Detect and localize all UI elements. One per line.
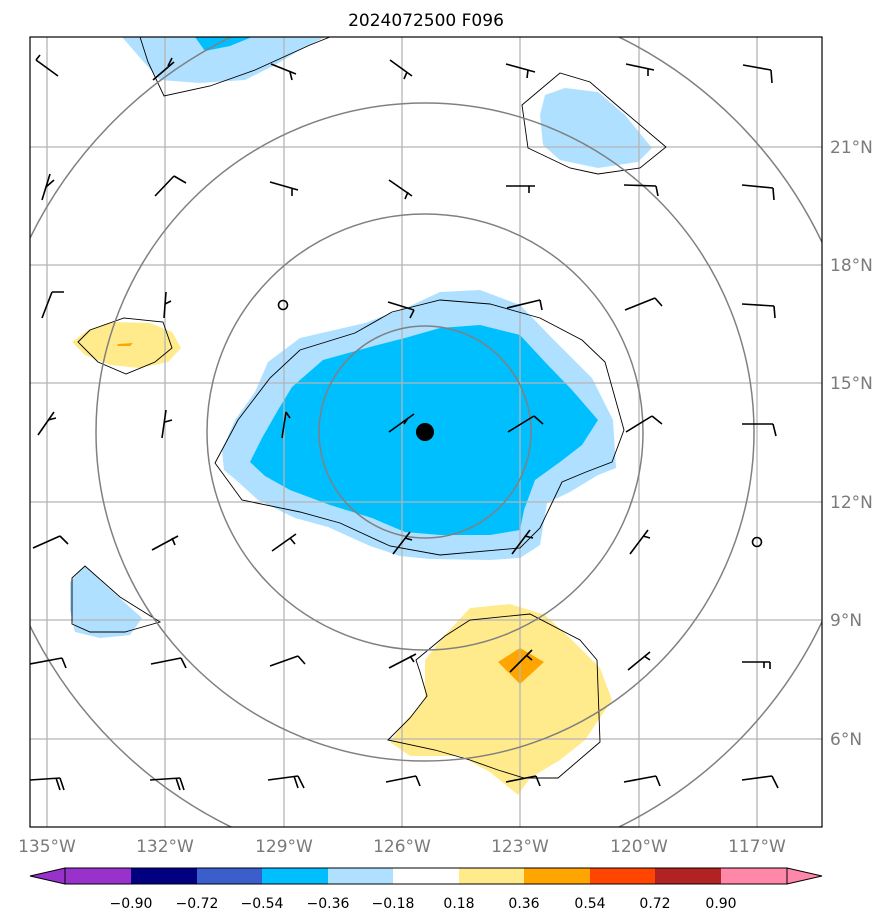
positive-field-left-core [117, 343, 133, 346]
lat-label: 6°N [830, 730, 862, 750]
colorbar-tick-label: 0.54 [574, 896, 605, 912]
colorbar-segment [393, 868, 459, 884]
contour-central [214, 299, 625, 556]
shaded-fields [70, 37, 652, 795]
calm-marker [751, 536, 763, 548]
lon-label: 126°W [373, 837, 431, 857]
lon-label: 120°W [610, 837, 668, 857]
range-ring-1 [318, 325, 532, 539]
colorbar-under-extend [29, 867, 66, 885]
colorbar-tick-label: 0.72 [639, 896, 670, 912]
colorbar-tick-label: 0.90 [705, 896, 736, 912]
colorbar-segment [197, 868, 262, 884]
lon-label: 117°W [728, 837, 786, 857]
contour-left [77, 317, 173, 375]
colorbar-tick-label: −0.18 [372, 896, 415, 912]
lat-label: 21°N [830, 138, 873, 158]
calm-marker [277, 299, 289, 311]
colorbar-tick-label: 0.18 [443, 896, 474, 912]
lon-label: 132°W [136, 837, 194, 857]
colorbar: −0.90 −0.72 −0.54 −0.36 −0.18 0.18 0.36 … [29, 867, 823, 912]
colorbar-tick-label: −0.72 [176, 896, 219, 912]
range-rings [30, 37, 822, 827]
colorbar-over-extend [786, 867, 823, 885]
contour-top-left [139, 37, 331, 97]
contour-bottom-left [71, 565, 162, 633]
colorbar-segment [459, 868, 524, 884]
colorbar-segment [655, 868, 721, 884]
map-area [30, 37, 822, 827]
colorbar-segment [328, 868, 393, 884]
colorbar-tick-label: 0.36 [508, 896, 539, 912]
lat-label: 18°N [830, 256, 873, 276]
lat-label: 15°N [830, 374, 873, 394]
colorbar-segment [131, 868, 197, 884]
colorbar-segment [524, 868, 590, 884]
contour-top-right [521, 72, 667, 175]
negative-field-bottom-left [70, 566, 142, 638]
range-ring-3 [95, 102, 755, 762]
wind-barbs [30, 54, 779, 791]
negative-field-top-left-core [195, 37, 252, 51]
gridlines [30, 37, 822, 827]
colorbar-segment [262, 868, 328, 884]
colorbar-tick-label: −0.90 [110, 896, 153, 912]
positive-field-bottom [390, 604, 612, 795]
map-title: 2024072500 F096 [348, 11, 504, 31]
colorbar-segment [721, 868, 787, 884]
longitude-axis: 135°W 132°W 129°W 126°W 123°W 120°W 117°… [18, 837, 786, 857]
lon-label: 129°W [255, 837, 313, 857]
colorbar-tick-label: −0.54 [241, 896, 284, 912]
colorbar-segment [590, 868, 655, 884]
colorbar-tick-label: −0.36 [307, 896, 350, 912]
map-frame [29, 36, 823, 828]
storm-center-marker [416, 423, 434, 441]
negative-field-top-right [540, 88, 652, 168]
range-ring-2 [206, 213, 644, 651]
positive-field-bottom-core [498, 648, 544, 684]
colorbar-frame [64, 867, 788, 885]
latitude-axis: 21°N 18°N 15°N 12°N 9°N 6°N [830, 138, 873, 750]
lat-label: 12°N [830, 493, 873, 513]
lon-label: 135°W [18, 837, 76, 857]
colorbar-segment [65, 868, 131, 884]
lon-label: 123°W [491, 837, 549, 857]
lat-label: 9°N [830, 611, 862, 631]
